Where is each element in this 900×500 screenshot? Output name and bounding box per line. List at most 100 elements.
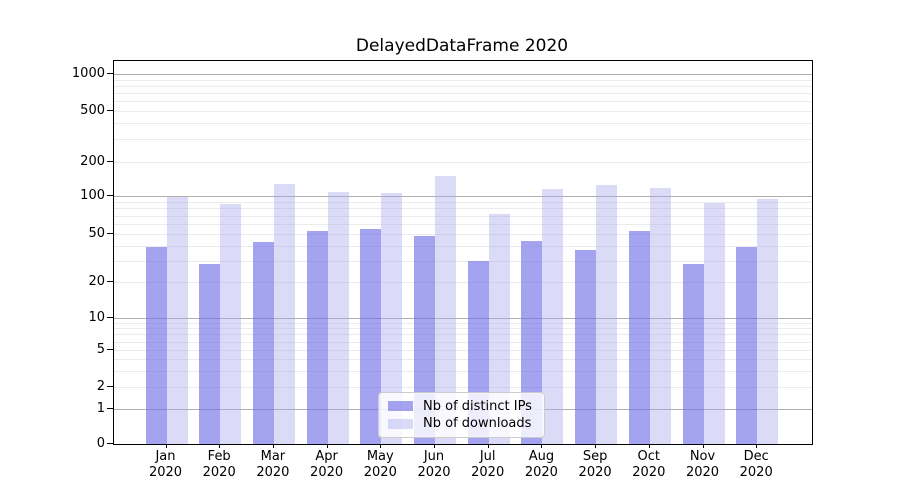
y-tick-mark-20 [107, 281, 113, 282]
bar-nb-of-distinct-ips-nov-2020 [682, 264, 704, 444]
bar-nb-of-downloads-jan-2020 [166, 196, 188, 444]
x-tick-label-aug: Aug 2020 [524, 449, 558, 480]
x-tick-mark-jun [434, 444, 435, 448]
bar-nb-of-distinct-ips-feb-2020 [199, 264, 221, 444]
bar-nb-of-downloads-dec-2020 [757, 199, 779, 444]
y-tick-mark-1000 [107, 73, 113, 74]
y-tick-label-10: 10 [88, 309, 105, 325]
y-tick-mark-5 [107, 349, 113, 350]
gridline-minor-300 [114, 139, 812, 141]
x-tick-mark-aug [541, 444, 543, 448]
gridline-minor-700 [114, 93, 812, 95]
x-tick-mark-sep [595, 444, 597, 448]
gridline-major-1000 [114, 74, 812, 75]
gridline-minor-60 [114, 224, 812, 225]
bar-nb-of-downloads-jul-2020 [488, 214, 510, 444]
bar-nb-of-distinct-ips-jan-2020 [145, 247, 167, 444]
legend-swatch-downloads [388, 418, 413, 429]
x-tick-mark-nov [702, 444, 704, 448]
bar-nb-of-downloads-sep-2020 [596, 185, 618, 444]
x-tick-mark-mar [272, 444, 274, 448]
y-tick-label-1000: 1000 [71, 65, 105, 81]
gridline-minor-9 [114, 322, 812, 324]
y-tick-mark-2 [107, 386, 113, 387]
gridline-major-10 [114, 318, 812, 319]
bar-nb-of-downloads-aug-2020 [542, 189, 564, 444]
x-tick-mark-may [380, 444, 382, 448]
gridline-minor-5 [114, 350, 812, 351]
y-tick-mark-100 [107, 195, 113, 196]
y-tick-label-20: 20 [88, 273, 105, 289]
gridline-minor-50 [114, 234, 812, 235]
gridline-major-100 [114, 196, 812, 197]
gridline-minor-7 [114, 334, 812, 336]
y-tick-label-2: 2 [96, 378, 105, 394]
bar-nb-of-downloads-jun-2020 [435, 176, 456, 444]
gridline-minor-70 [114, 215, 812, 217]
bar-nb-of-distinct-ips-sep-2020 [575, 249, 597, 444]
gridline-minor-8 [114, 328, 812, 330]
gridline-minor-6 [114, 341, 812, 343]
gridline-minor-20 [114, 282, 812, 283]
y-tick-mark-500 [107, 110, 113, 111]
gridline-minor-400 [114, 123, 812, 125]
legend-swatch-distinct-ips [388, 401, 413, 412]
bar-nb-of-distinct-ips-oct-2020 [628, 230, 650, 444]
x-tick-label-may: May 2020 [363, 449, 397, 480]
bar-nb-of-downloads-apr-2020 [327, 191, 349, 444]
bar-nb-of-downloads-oct-2020 [649, 187, 671, 444]
gridline-minor-30 [114, 260, 812, 262]
bar-nb-of-downloads-feb-2020 [220, 203, 242, 444]
x-tick-mark-jan [165, 444, 167, 448]
legend-item-downloads: Nb of downloads [388, 416, 538, 431]
x-tick-label-apr: Apr 2020 [310, 449, 344, 480]
legend-label-distinct-ips: Nb of distinct IPs [423, 398, 532, 414]
y-tick-label-5: 5 [96, 341, 105, 357]
gridline-minor-600 [114, 101, 812, 103]
bar-nb-of-distinct-ips-apr-2020 [306, 230, 328, 444]
gridline-minor-3 [114, 370, 812, 372]
gridline-minor-200 [114, 162, 812, 163]
gridline-minor-40 [114, 245, 812, 247]
x-tick-mark-feb [219, 444, 221, 448]
gridline-minor-800 [114, 85, 812, 87]
gridline-minor-80 [114, 208, 812, 210]
plot-area [113, 60, 813, 445]
x-tick-label-mar: Mar 2020 [256, 449, 290, 480]
legend: Nb of distinct IPs Nb of downloads [378, 392, 545, 438]
legend-item-distinct-ips: Nb of distinct IPs [388, 399, 538, 414]
gridline-minor-2 [114, 387, 812, 388]
x-tick-label-sep: Sep 2020 [578, 449, 612, 480]
gridline-minor-90 [114, 201, 812, 203]
x-tick-label-jul: Jul 2020 [471, 449, 505, 480]
chart-title: DelayedDataFrame 2020 [355, 36, 569, 56]
bar-nb-of-downloads-nov-2020 [703, 203, 725, 444]
y-tick-mark-0 [107, 443, 113, 444]
gridline-minor-4 [114, 359, 812, 360]
y-tick-label-0: 0 [96, 435, 105, 451]
y-tick-mark-1 [107, 408, 113, 409]
y-tick-label-500: 500 [80, 102, 105, 118]
x-tick-label-oct: Oct 2020 [632, 449, 666, 480]
x-tick-mark-oct [648, 444, 650, 448]
gridline-minor-900 [114, 79, 812, 81]
y-tick-label-200: 200 [80, 153, 105, 169]
bar-nb-of-downloads-mar-2020 [273, 184, 295, 444]
y-tick-label-50: 50 [88, 225, 105, 241]
x-tick-mark-dec [756, 444, 758, 448]
x-tick-mark-apr [326, 444, 328, 448]
y-tick-label-1: 1 [96, 400, 105, 416]
y-tick-mark-10 [107, 317, 113, 318]
bar-nb-of-downloads-may-2020 [381, 192, 403, 444]
x-tick-label-feb: Feb 2020 [202, 449, 236, 480]
x-tick-label-jun: Jun 2020 [417, 449, 451, 480]
x-tick-label-nov: Nov 2020 [685, 449, 720, 480]
y-tick-mark-50 [107, 233, 113, 234]
x-tick-mark-jul [487, 444, 489, 448]
y-tick-label-100: 100 [80, 187, 105, 203]
gridline-minor-500 [114, 111, 812, 112]
bar-nb-of-distinct-ips-mar-2020 [252, 241, 274, 444]
bar-nb-of-distinct-ips-may-2020 [360, 228, 382, 444]
x-tick-label-jan: Jan 2020 [148, 449, 183, 480]
